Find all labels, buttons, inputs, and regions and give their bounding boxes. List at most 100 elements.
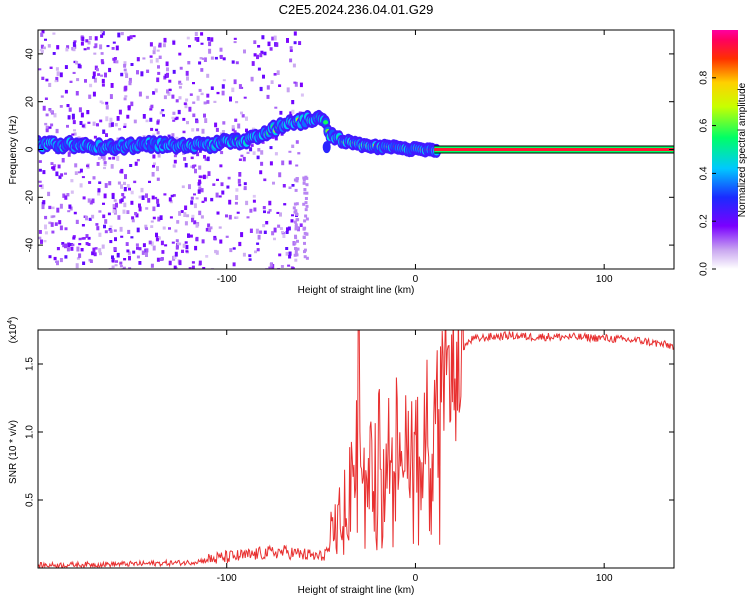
noise-speck <box>91 214 95 219</box>
noise-speck <box>157 216 161 222</box>
noise-speck <box>259 86 263 92</box>
noise-speck <box>188 106 192 112</box>
noise-speck <box>50 123 54 127</box>
noise-speck <box>277 224 281 228</box>
noise-speck <box>302 181 306 185</box>
noise-speck <box>193 220 197 225</box>
noise-speck <box>191 214 195 220</box>
noise-speck <box>106 45 110 48</box>
noise-speck <box>291 109 295 114</box>
noise-speck <box>82 261 86 265</box>
noise-speck <box>304 175 308 179</box>
noise-speck <box>240 111 243 115</box>
noise-speck <box>78 253 82 258</box>
noise-speck <box>133 119 137 124</box>
noise-speck <box>171 133 175 137</box>
noise-speck <box>269 161 273 166</box>
noise-speck <box>124 95 128 98</box>
noise-speck <box>249 228 253 233</box>
noise-speck <box>248 258 252 261</box>
noise-speck <box>120 168 124 174</box>
noise-speck <box>208 41 212 47</box>
noise-speck <box>88 94 92 99</box>
y-tick-label: 0.5 <box>25 493 36 507</box>
noise-speck <box>172 119 176 122</box>
noise-speck <box>285 251 289 256</box>
noise-speck <box>222 121 226 125</box>
noise-speck <box>198 210 202 216</box>
noise-speck <box>131 216 135 220</box>
noise-speck <box>107 212 111 216</box>
noise-speck <box>225 214 228 218</box>
noise-speck <box>214 56 218 60</box>
noise-speck <box>166 67 169 72</box>
noise-speck <box>187 233 190 238</box>
noise-speck <box>94 36 98 41</box>
noise-speck <box>225 235 229 238</box>
noise-speck <box>294 258 298 262</box>
noise-speck <box>265 221 269 225</box>
noise-speck <box>109 94 113 99</box>
noise-speck <box>200 188 204 193</box>
noise-speck <box>162 43 166 48</box>
noise-speck <box>285 230 289 234</box>
noise-speck <box>79 183 83 188</box>
noise-speck <box>44 215 48 220</box>
noise-speck <box>115 202 118 208</box>
noise-speck <box>82 237 86 240</box>
noise-speck <box>162 114 165 117</box>
noise-speck <box>45 128 49 133</box>
noise-speck <box>303 255 307 259</box>
noise-speck <box>136 255 140 259</box>
noise-speck <box>101 78 105 83</box>
noise-speck <box>243 182 247 186</box>
noise-speck <box>56 207 60 213</box>
noise-speck <box>254 250 257 254</box>
noise-speck <box>141 250 145 255</box>
noise-speck <box>77 63 81 69</box>
noise-speck <box>142 243 146 248</box>
noise-speck <box>71 113 75 118</box>
noise-speck <box>172 164 176 168</box>
noise-speck <box>92 121 96 126</box>
noise-speck <box>219 239 223 244</box>
noise-speck <box>192 113 196 118</box>
noise-speck <box>271 231 275 236</box>
noise-speck <box>149 59 153 64</box>
noise-speck <box>130 101 134 107</box>
noise-speck <box>88 217 92 221</box>
x-tick-label: 0 <box>413 274 419 285</box>
noise-speck <box>180 210 184 213</box>
noise-speck <box>124 71 128 74</box>
noise-speck <box>150 263 154 268</box>
noise-speck <box>103 161 107 164</box>
noise-speck <box>88 36 92 41</box>
noise-speck <box>299 223 303 227</box>
noise-speck <box>120 32 124 36</box>
noise-speck <box>218 226 222 229</box>
noise-speck <box>184 163 188 168</box>
noise-speck <box>102 156 106 161</box>
noise-speck <box>57 164 61 169</box>
noise-speck <box>129 164 133 167</box>
noise-speck <box>123 68 127 72</box>
noise-speck <box>192 82 195 85</box>
noise-speck <box>303 188 307 191</box>
noise-speck <box>138 195 142 199</box>
noise-speck <box>238 172 242 177</box>
noise-speck <box>72 71 76 74</box>
noise-speck <box>233 41 237 44</box>
noise-speck <box>152 49 156 55</box>
noise-speck <box>111 47 115 50</box>
noise-speck <box>44 97 48 100</box>
noise-speck <box>94 65 98 70</box>
noise-speck <box>220 151 224 155</box>
noise-speck <box>98 210 102 213</box>
noise-speck <box>136 227 140 233</box>
noise-speck <box>273 227 277 233</box>
noise-speck <box>73 132 77 136</box>
noise-speck <box>213 100 217 103</box>
noise-speck <box>164 244 168 247</box>
noise-speck <box>138 91 142 97</box>
noise-speck <box>105 116 109 122</box>
